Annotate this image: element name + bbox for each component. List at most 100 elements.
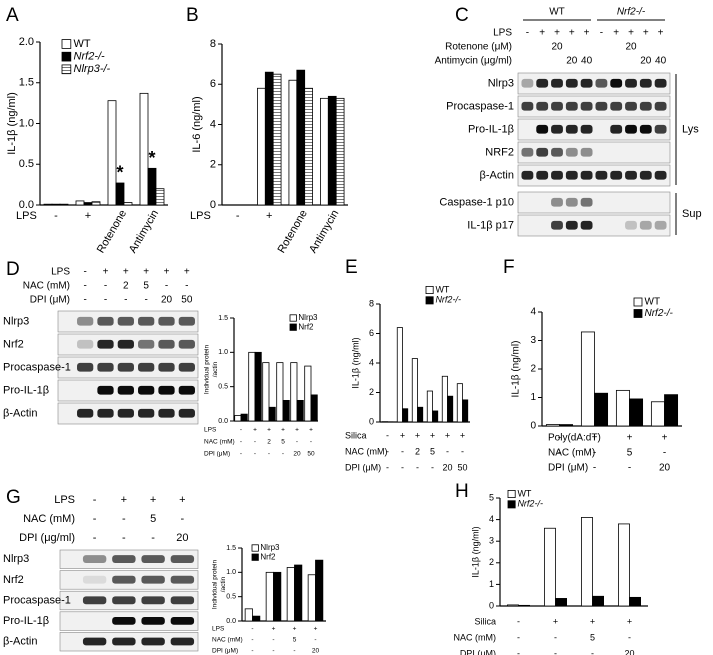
bar xyxy=(147,167,157,206)
y-tick-label: 1.5 xyxy=(19,77,34,89)
bar xyxy=(310,394,318,422)
blot-band xyxy=(610,78,623,88)
x-tick-label: + xyxy=(460,430,465,440)
condition-label: LPS xyxy=(493,28,512,39)
condition-value: - xyxy=(122,513,126,525)
blot-band xyxy=(580,124,593,134)
condition-label: DPI (μg/ml) xyxy=(19,532,75,544)
panel-label: A xyxy=(6,5,19,26)
x-tick-label: + xyxy=(590,616,595,626)
x-tick-label: 20 xyxy=(659,463,671,474)
blot-band xyxy=(551,197,563,207)
condition-value: + xyxy=(103,267,109,278)
x-tick-label: - xyxy=(401,446,404,456)
x-tick-label: - xyxy=(554,648,557,655)
bar xyxy=(315,559,324,622)
blot-band xyxy=(158,362,175,372)
x-tick-label: - xyxy=(593,448,596,459)
blot-band xyxy=(580,147,593,157)
x-tick-label: + xyxy=(314,626,318,633)
bar xyxy=(545,424,560,427)
bar xyxy=(335,97,345,206)
x-row-label: NAC (mM) xyxy=(204,439,235,446)
panel-label: G xyxy=(6,487,21,508)
y-axis-label: /actin xyxy=(212,361,219,377)
blot-band xyxy=(170,555,195,564)
x-tick-label: + xyxy=(295,427,299,434)
x-tick-label: + xyxy=(415,430,420,440)
blot-row-label: Nlrp3 xyxy=(3,553,29,565)
blot-band xyxy=(536,147,549,157)
blot-row-label: Nlrp3 xyxy=(488,77,514,89)
bar xyxy=(268,406,276,422)
x-tick-label: + xyxy=(253,427,257,434)
x-tick-label: + xyxy=(281,427,285,434)
bar xyxy=(288,79,298,206)
fraction-label: Lys xyxy=(682,123,699,135)
x-row-label: LPS xyxy=(212,626,225,633)
blot-band xyxy=(112,575,136,584)
y-tick-label: 4 xyxy=(530,307,536,318)
x-row-label: DPI (μM) xyxy=(548,463,588,474)
y-tick-label: 0 xyxy=(210,199,216,211)
blot-band xyxy=(595,101,608,111)
blot-band xyxy=(141,616,165,625)
bar xyxy=(555,598,568,607)
blot-band xyxy=(158,339,175,349)
blot-band xyxy=(625,124,637,134)
x-tick-label: - xyxy=(386,446,389,456)
condition-value: - xyxy=(83,267,86,278)
blot-band xyxy=(97,385,114,395)
y-tick-label: 0 xyxy=(530,421,536,432)
legend-swatch xyxy=(289,314,297,322)
bar xyxy=(244,608,253,622)
blot-band xyxy=(639,101,652,111)
legend-swatch xyxy=(425,296,434,305)
blot-band xyxy=(77,408,94,418)
blot-band xyxy=(610,170,623,180)
blot-band xyxy=(521,78,534,88)
blot-band xyxy=(551,170,563,180)
condition-value: - xyxy=(151,532,155,544)
blot-band xyxy=(639,170,652,180)
x-tick-label: - xyxy=(517,632,520,642)
x-tick-label: - xyxy=(431,462,434,472)
bar xyxy=(290,362,298,422)
condition-value: + xyxy=(184,267,190,278)
x-tick-label: 5 xyxy=(430,446,435,456)
blot-band xyxy=(610,101,623,111)
x-tick-label: 20 xyxy=(624,648,634,655)
y-axis-label: Individual protein xyxy=(212,560,219,610)
y-tick-label: 2.0 xyxy=(19,36,34,48)
condition-value: - xyxy=(83,281,86,292)
x-tick-label: - xyxy=(558,463,561,474)
x-tick-label: Rotenone xyxy=(95,208,129,255)
blot-band xyxy=(551,124,563,134)
bar xyxy=(581,517,593,607)
bar xyxy=(265,571,274,622)
x-tick-label: 20 xyxy=(312,648,320,655)
y-tick-label: 5 xyxy=(489,492,494,502)
blot-band xyxy=(536,78,549,88)
condition-value: - xyxy=(93,513,97,525)
x-tick-label: - xyxy=(386,462,389,472)
blot-strip xyxy=(517,191,671,214)
bar xyxy=(544,527,556,607)
x-tick-label: + xyxy=(272,626,276,633)
x-tick-label: - xyxy=(517,648,520,655)
bar xyxy=(282,399,290,422)
condition-value: + xyxy=(164,267,170,278)
y-tick-label: 0.0 xyxy=(19,199,34,211)
blot-band xyxy=(112,637,136,646)
x-tick-label: - xyxy=(314,637,316,644)
x-tick-label: - xyxy=(310,439,312,446)
blot-band xyxy=(138,385,155,395)
x-tick-label: - xyxy=(293,648,295,655)
condition-value: + xyxy=(143,267,149,278)
x-tick-label: + xyxy=(309,427,313,434)
bar xyxy=(234,415,242,422)
condition-value: 20 xyxy=(161,295,173,306)
blot-band xyxy=(97,339,114,349)
y-tick-label: 0.5 xyxy=(19,158,34,170)
